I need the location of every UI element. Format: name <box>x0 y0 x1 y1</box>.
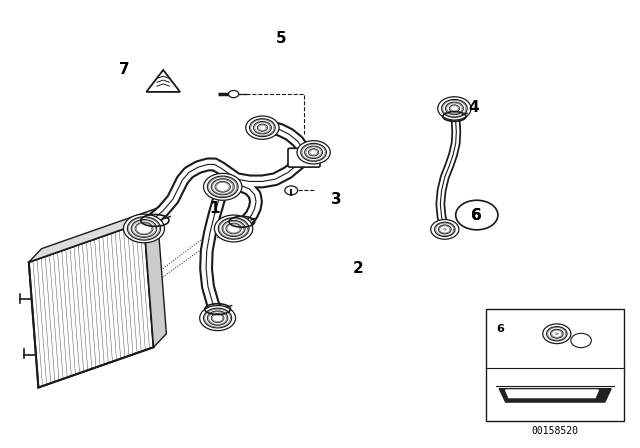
Text: 7: 7 <box>120 62 130 77</box>
Polygon shape <box>506 390 598 398</box>
Text: 3: 3 <box>331 192 341 207</box>
Circle shape <box>200 306 236 331</box>
Circle shape <box>228 90 239 98</box>
Bar <box>486 309 624 421</box>
Text: 1: 1 <box>209 201 220 216</box>
Text: 2: 2 <box>353 261 364 276</box>
Polygon shape <box>144 208 166 347</box>
Circle shape <box>204 173 242 200</box>
Text: 6: 6 <box>497 324 504 334</box>
Text: 00158520: 00158520 <box>532 426 579 436</box>
Circle shape <box>285 186 298 195</box>
Circle shape <box>543 324 571 344</box>
FancyBboxPatch shape <box>288 148 320 167</box>
Text: 5: 5 <box>276 30 287 46</box>
Text: 6: 6 <box>472 207 482 223</box>
Circle shape <box>571 333 591 348</box>
Polygon shape <box>29 222 154 388</box>
Circle shape <box>214 215 253 242</box>
Circle shape <box>431 220 459 239</box>
Polygon shape <box>147 70 180 92</box>
Polygon shape <box>29 208 157 262</box>
Text: 6: 6 <box>472 207 482 223</box>
Text: 4: 4 <box>468 100 479 115</box>
Circle shape <box>124 214 164 243</box>
Circle shape <box>246 116 279 139</box>
Polygon shape <box>499 389 611 402</box>
Circle shape <box>438 97 471 120</box>
Circle shape <box>456 200 498 230</box>
Circle shape <box>297 141 330 164</box>
